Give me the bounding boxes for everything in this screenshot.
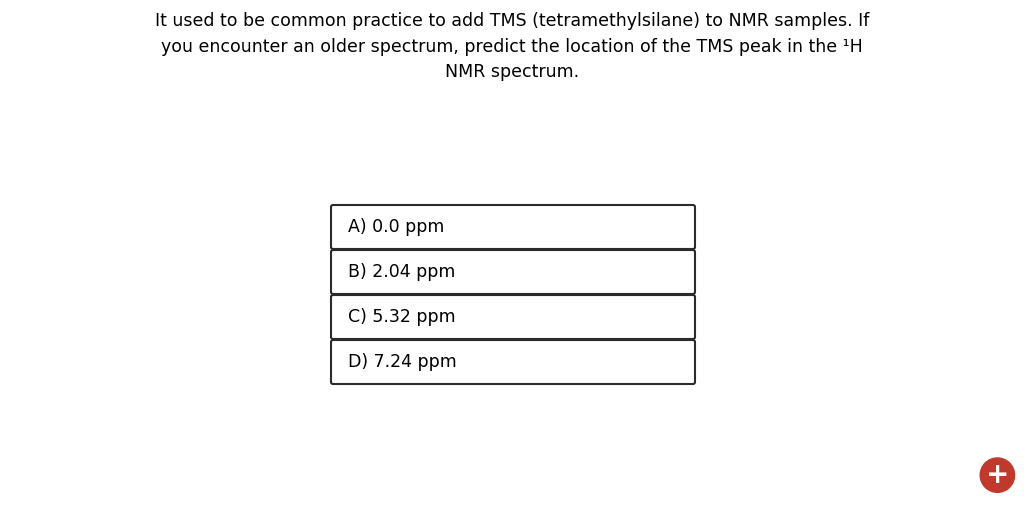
Text: B) 2.04 ppm: B) 2.04 ppm	[348, 263, 456, 281]
Text: A) 0.0 ppm: A) 0.0 ppm	[348, 218, 444, 236]
Text: +: +	[986, 461, 1009, 489]
FancyBboxPatch shape	[331, 205, 695, 249]
FancyBboxPatch shape	[331, 295, 695, 339]
FancyBboxPatch shape	[331, 340, 695, 384]
Text: D) 7.24 ppm: D) 7.24 ppm	[348, 353, 457, 371]
Text: C) 5.32 ppm: C) 5.32 ppm	[348, 308, 456, 326]
FancyBboxPatch shape	[331, 250, 695, 294]
Text: It used to be common practice to add TMS (tetramethylsilane) to NMR samples. If
: It used to be common practice to add TMS…	[155, 12, 869, 81]
Circle shape	[980, 458, 1015, 492]
